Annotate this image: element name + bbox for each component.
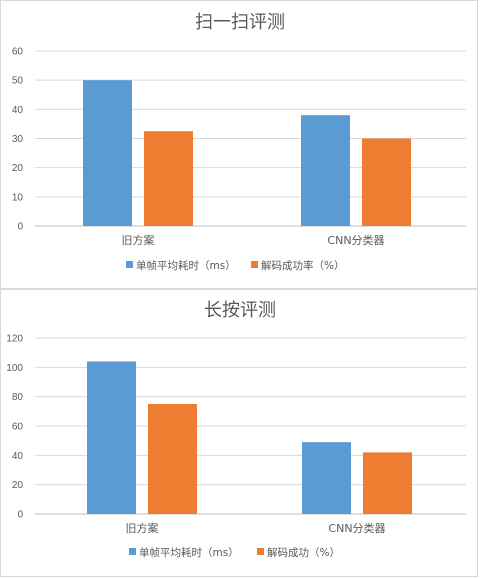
legend-swatch — [129, 548, 136, 555]
y-tick-label: 60 — [12, 422, 24, 433]
bar-series2-1 — [362, 138, 411, 226]
x-category-label: CNN分类器 — [328, 521, 385, 535]
legend-label: 单帧平均耗时（ms） — [136, 259, 236, 272]
legend-label: 单帧平均耗时（ms） — [139, 546, 239, 559]
y-tick-label: 0 — [17, 510, 23, 521]
x-category-label: 旧方案 — [122, 233, 155, 247]
x-category-label: 旧方案 — [126, 521, 159, 535]
y-tick-label: 20 — [12, 163, 24, 174]
chart-longpress-evaluation: 长按评测 0 20 40 60 80 100 120 旧方案 CNN分类器 单帧平均耗时（ms… — [0, 289, 478, 577]
y-tick-label: 30 — [12, 134, 24, 145]
bar-series1-1 — [301, 115, 350, 226]
legend-label: 解码成功（%） — [267, 546, 340, 559]
bar-series1-0 — [83, 80, 132, 227]
y-tick-label: 10 — [12, 192, 24, 203]
legend-label: 解码成功率（%） — [261, 259, 344, 272]
bar-series2-0 — [148, 404, 197, 514]
y-tick-label: 120 — [6, 334, 23, 345]
chart-title: 长按评测 — [204, 300, 276, 321]
bar-series2-1 — [363, 452, 412, 514]
y-tick-label: 0 — [17, 222, 23, 233]
y-tick-label: 40 — [12, 105, 24, 116]
y-tick-label: 50 — [12, 76, 24, 87]
legend-swatch — [126, 261, 133, 268]
x-category-label: CNN分类器 — [327, 233, 384, 247]
y-tick-label: 100 — [6, 363, 23, 374]
chart-title: 扫一扫评测 — [195, 12, 285, 33]
y-tick-label: 20 — [12, 480, 24, 491]
bar-series2-0 — [144, 131, 193, 226]
chart-svg: 扫一扫评测 0 10 20 30 40 50 60 旧方案 CNN分类器 单帧平均耗时（ms）… — [12, 12, 466, 272]
y-tick-label: 40 — [12, 451, 24, 462]
legend-swatch — [251, 261, 258, 268]
bar-series1-1 — [302, 442, 351, 514]
y-tick-label: 60 — [12, 47, 24, 58]
chart-scan-evaluation: 扫一扫评测 0 10 20 30 40 50 60 旧方案 CNN分类器 单帧平均耗时（ms）… — [0, 0, 478, 289]
chart-svg: 长按评测 0 20 40 60 80 100 120 旧方案 CNN分类器 单帧平均耗时（ms… — [6, 300, 466, 559]
legend-swatch — [257, 548, 264, 555]
y-tick-label: 80 — [12, 392, 24, 403]
bar-series1-0 — [87, 361, 136, 514]
